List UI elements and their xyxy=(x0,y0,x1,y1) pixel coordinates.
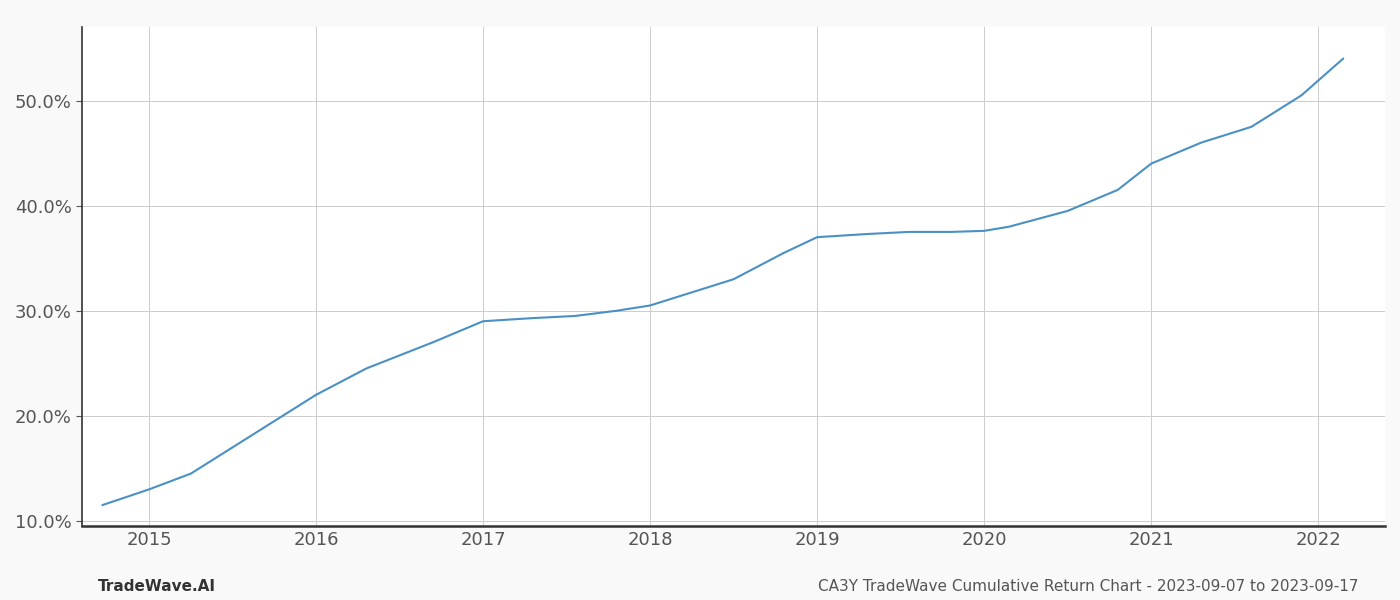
Text: TradeWave.AI: TradeWave.AI xyxy=(98,579,216,594)
Text: CA3Y TradeWave Cumulative Return Chart - 2023-09-07 to 2023-09-17: CA3Y TradeWave Cumulative Return Chart -… xyxy=(818,579,1358,594)
